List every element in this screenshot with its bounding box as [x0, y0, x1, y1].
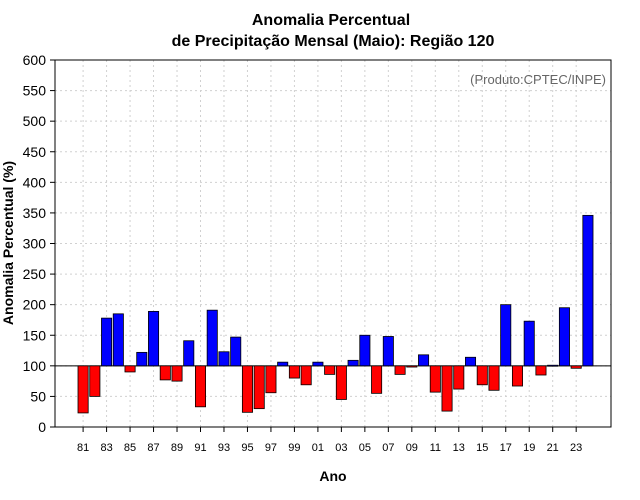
x-tick-label: 03 [335, 442, 347, 454]
bar-2000 [300, 365, 312, 386]
y-axis-ticks: 0 50 100 150 200 250 300 350 400 450 500 550 600 [23, 52, 55, 435]
bar-1992 [206, 309, 218, 367]
x-tick-label: 87 [147, 442, 159, 454]
bar-2009 [406, 365, 418, 368]
bar-1985 [124, 365, 136, 373]
bar-2004 [347, 359, 359, 367]
x-tick-label: 17 [500, 442, 512, 454]
x-tick-label: 99 [288, 442, 300, 454]
bar-2015 [476, 365, 488, 386]
bar-2017 [500, 304, 512, 367]
x-tick-label: 23 [570, 442, 582, 454]
x-tick-label: 05 [359, 442, 371, 454]
y-tick-label: 250 [23, 266, 47, 282]
bars [77, 214, 594, 414]
bar-2008 [394, 365, 406, 375]
bar-1996 [253, 365, 265, 410]
x-tick-label: 83 [100, 442, 112, 454]
x-tick-label: 97 [265, 442, 277, 454]
bar-2010 [418, 354, 430, 367]
bar-1987 [148, 310, 160, 367]
bar-2011 [429, 365, 441, 393]
bar-1981 [77, 365, 89, 414]
bar-2006 [371, 365, 383, 394]
x-tick-label: 91 [194, 442, 206, 454]
bar-1989 [171, 365, 183, 382]
y-tick-label: 50 [30, 388, 46, 404]
y-tick-label: 450 [23, 144, 47, 160]
bar-2003 [335, 365, 347, 400]
x-tick-label: 13 [453, 442, 465, 454]
credit-annotation: (Produto:CPTEC/INPE) [470, 72, 606, 87]
x-tick-label: 95 [241, 442, 253, 454]
bar-1990 [183, 340, 195, 367]
y-tick-label: 200 [23, 297, 47, 313]
chart-title: Anomalia Percentual [252, 12, 410, 29]
x-tick-label: 81 [77, 442, 89, 454]
y-tick-label: 150 [23, 327, 47, 343]
x-axis-label: Ano [319, 468, 346, 484]
y-tick-label: 300 [23, 236, 47, 252]
x-tick-label: 11 [430, 442, 441, 454]
bar-2023 [570, 365, 582, 369]
y-axis-label: Anomalia Percentual (%) [0, 161, 16, 325]
x-axis-ticks: 81 83 85 87 89 91 93 95 97 99 01 03 05 07 09 11 13 15 17 19… [77, 427, 582, 454]
bar-1997 [265, 365, 277, 394]
y-tick-label: 100 [23, 358, 47, 374]
bar-2002 [324, 365, 336, 375]
y-tick-label: 550 [23, 83, 47, 99]
bar-1993 [218, 351, 230, 367]
bar-1995 [241, 365, 253, 413]
bar-1988 [159, 365, 171, 381]
x-tick-label: 93 [218, 442, 230, 454]
x-tick-label: 01 [312, 442, 324, 454]
bar-1984 [112, 313, 124, 367]
bar-2013 [453, 365, 465, 390]
bar-2021 [547, 364, 559, 367]
x-tick-label: 15 [476, 442, 488, 454]
x-tick-label: 19 [523, 442, 535, 454]
x-tick-label: 89 [171, 442, 183, 454]
bar-2024 [582, 214, 594, 367]
bar-1991 [194, 365, 206, 408]
bar-1986 [136, 351, 148, 367]
x-tick-label: 21 [547, 442, 559, 454]
bar-2019 [523, 320, 535, 367]
x-tick-label: 85 [124, 442, 136, 454]
bar-2005 [359, 334, 371, 367]
bar-1983 [101, 317, 113, 367]
y-tick-label: 600 [23, 52, 47, 68]
bar-2001 [312, 361, 324, 367]
y-tick-label: 0 [38, 419, 46, 435]
x-tick-label: 09 [406, 442, 418, 454]
bar-2012 [441, 365, 453, 412]
bar-2022 [558, 307, 570, 367]
bar-2007 [382, 336, 394, 367]
y-tick-label: 350 [23, 205, 47, 221]
bar-2016 [488, 365, 500, 391]
bar-2018 [511, 365, 523, 387]
bar-1999 [288, 365, 300, 379]
bar-1998 [277, 361, 289, 367]
bar-2014 [465, 356, 477, 367]
bar-1994 [230, 336, 242, 367]
bar-1982 [89, 365, 101, 397]
y-tick-label: 500 [23, 113, 47, 129]
x-tick-label: 07 [382, 442, 394, 454]
bar-2020 [535, 365, 547, 376]
chart-subtitle: de Precipitação Mensal (Maio): Região 12… [172, 33, 495, 50]
y-tick-label: 400 [23, 174, 47, 190]
